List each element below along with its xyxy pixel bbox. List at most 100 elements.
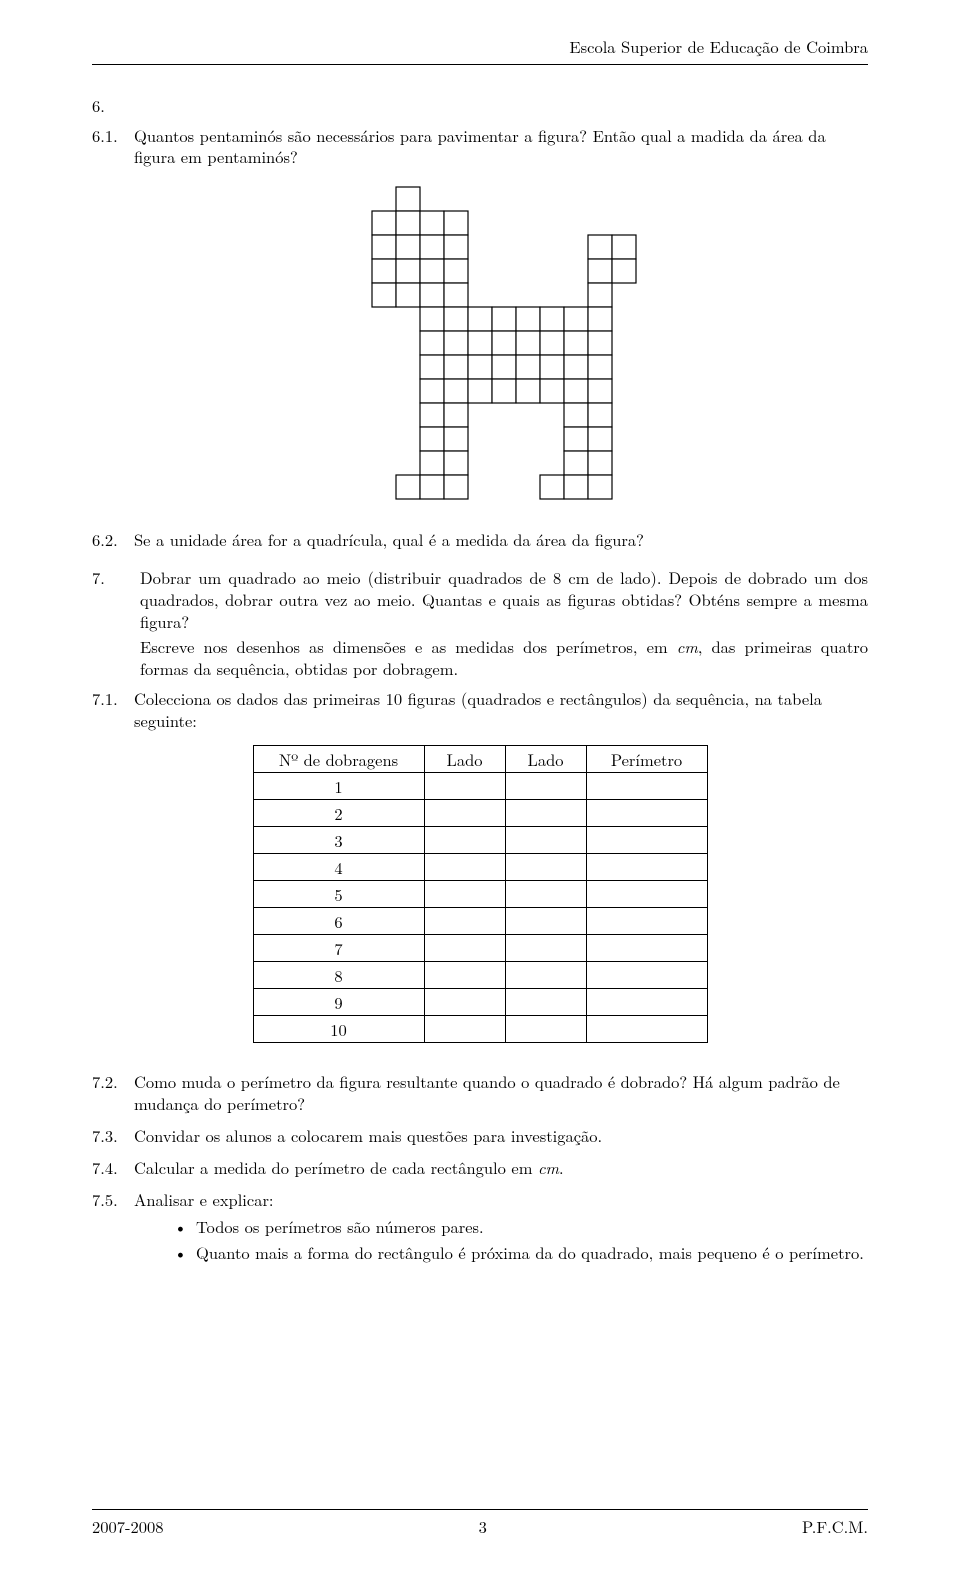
grid-cell [444, 403, 468, 427]
question-7-4: 7.4.Calcular a medida do perímetro de ca… [134, 1157, 868, 1179]
table-header-cell: Perímetro [586, 746, 707, 773]
q7-intro-b-unit: cm [677, 634, 698, 658]
q6-2-text: Se a unidade área for a quadrícula, qual… [134, 527, 644, 551]
table-cell [505, 989, 586, 1016]
table-cell [505, 827, 586, 854]
table-cell [424, 962, 505, 989]
q7-5-bullets: Todos os perímetros são números pares.Qu… [174, 1216, 868, 1264]
footer-center: 3 [479, 1516, 487, 1538]
table-cell: 5 [253, 881, 424, 908]
grid-cell [540, 355, 564, 379]
table-cell [505, 908, 586, 935]
table-cell [586, 935, 707, 962]
grid-cell [588, 259, 612, 283]
table-row: 10 [253, 1016, 707, 1043]
grid-cell [516, 379, 540, 403]
grid-cell [420, 355, 444, 379]
table-row: 6 [253, 908, 707, 935]
table-cell: 9 [253, 989, 424, 1016]
table-cell [505, 854, 586, 881]
table-cell [505, 773, 586, 800]
grid-cell [540, 331, 564, 355]
q7-5-number: 7.5. [92, 1189, 134, 1211]
table-cell: 4 [253, 854, 424, 881]
grid-cell [420, 427, 444, 451]
table-cell [586, 1016, 707, 1043]
grid-cell [564, 427, 588, 451]
grid-cell [444, 427, 468, 451]
table-cell [586, 908, 707, 935]
question-6: 6. [92, 95, 868, 117]
grid-cell [564, 355, 588, 379]
grid-cell [468, 379, 492, 403]
q6-number: 6. [92, 95, 140, 117]
table-cell: 2 [253, 800, 424, 827]
grid-cell [468, 355, 492, 379]
table-header-cell: Lado [424, 746, 505, 773]
table-cell [505, 800, 586, 827]
q7-1-text: Colecciona os dados das primeiras 10 fig… [134, 686, 822, 732]
q7-4-text-post: . [559, 1155, 564, 1179]
page: Escola Superior de Educação de Coimbra 6… [0, 0, 960, 1572]
grid-cell [444, 379, 468, 403]
table-cell [586, 854, 707, 881]
grid-cell [516, 355, 540, 379]
question-7-2: 7.2.Como muda o perímetro da figura resu… [134, 1071, 868, 1115]
table-cell [424, 881, 505, 908]
grid-cell [492, 379, 516, 403]
grid-cell [564, 379, 588, 403]
q7-5-text: Analisar e explicar: [134, 1187, 274, 1211]
q7-3-text: Convidar os alunos a colocarem mais ques… [134, 1123, 602, 1147]
grid-cell [588, 307, 612, 331]
question-7-1: 7.1.Colecciona os dados das primeiras 10… [134, 688, 868, 732]
table-row: 3 [253, 827, 707, 854]
grid-cell [420, 379, 444, 403]
table-cell [424, 989, 505, 1016]
grid-cell [396, 259, 420, 283]
table-cell [586, 962, 707, 989]
grid-cell [612, 235, 636, 259]
table-cell: 1 [253, 773, 424, 800]
table-row: 7 [253, 935, 707, 962]
table-cell [424, 773, 505, 800]
grid-cell [396, 283, 420, 307]
grid-cell [468, 307, 492, 331]
table-cell [586, 827, 707, 854]
table-cell [505, 881, 586, 908]
table-row: 4 [253, 854, 707, 881]
grid-cell [420, 259, 444, 283]
table-cell [505, 1016, 586, 1043]
table-cell [505, 935, 586, 962]
q7-4-unit: cm [538, 1155, 559, 1179]
table-header-cell: Lado [505, 746, 586, 773]
grid-cell [444, 283, 468, 307]
running-header: Escola Superior de Educação de Coimbra [92, 36, 868, 58]
grid-cell [444, 307, 468, 331]
q7-2-text: Como muda o perímetro da figura resultan… [134, 1069, 840, 1115]
footer-left: 2007-2008 [92, 1516, 164, 1538]
grid-cell [564, 307, 588, 331]
question-6-1: 6.1.Quantos pentaminós são necessários p… [134, 125, 868, 169]
grid-cell [420, 283, 444, 307]
grid-cell [588, 235, 612, 259]
table-row: 1 [253, 773, 707, 800]
table-cell [424, 854, 505, 881]
table-row: 9 [253, 989, 707, 1016]
table-row: 2 [253, 800, 707, 827]
grid-cell [588, 379, 612, 403]
grid-cell [372, 211, 396, 235]
grid-cell [420, 475, 444, 499]
grid-cell [588, 283, 612, 307]
q7-3-number: 7.3. [92, 1125, 134, 1147]
q6-2-number: 6.2. [92, 529, 134, 551]
grid-svg [323, 186, 637, 500]
grid-cell [420, 403, 444, 427]
question-7-3: 7.3.Convidar os alunos a colocarem mais … [134, 1125, 868, 1147]
grid-cell [564, 331, 588, 355]
table-cell [424, 908, 505, 935]
header-rule [92, 64, 868, 65]
table-cell [424, 800, 505, 827]
grid-cell [420, 331, 444, 355]
grid-cell [588, 355, 612, 379]
table-cell: 6 [253, 908, 424, 935]
